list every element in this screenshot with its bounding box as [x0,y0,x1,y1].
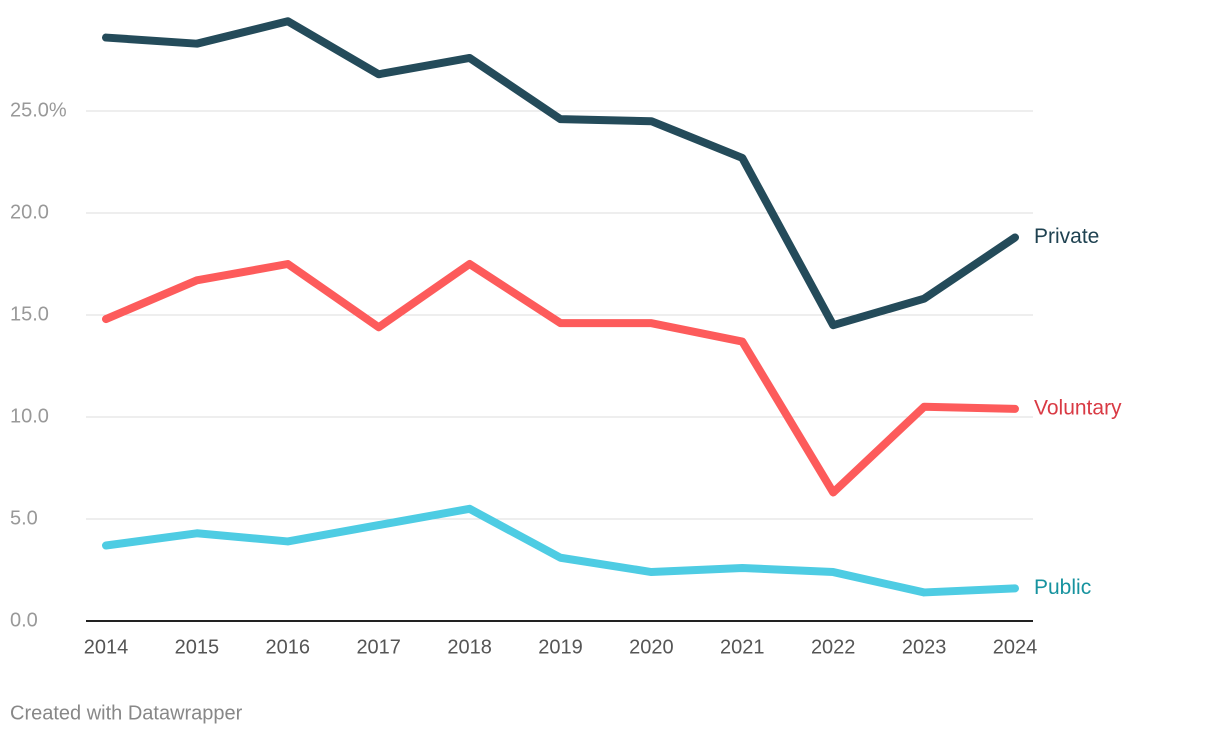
y-tick-label: 25.0% [10,99,67,121]
x-tick-label: 2017 [356,636,401,658]
line [102,17,1019,330]
y-tick-label: 0.0 [10,609,38,631]
y-tick-label: 15.0 [10,303,49,325]
line [102,260,1019,497]
line [102,504,1019,597]
x-tick-label: 2023 [902,636,947,658]
series-label: Public [1034,576,1091,599]
x-tick-label: 2021 [720,636,765,658]
series-label: Voluntary [1034,396,1122,419]
x-tick-label: 2014 [84,636,129,658]
x-tick-label: 2016 [266,636,311,658]
credit: Created with Datawrapper [10,702,243,724]
x-tick-label: 2024 [993,636,1038,658]
series-label: Private [1034,225,1099,248]
x-tick-label: 2020 [629,636,674,658]
x-tick-label: 2022 [811,636,856,658]
y-tick-label: 20.0 [10,201,49,223]
y-tick-label: 5.0 [10,507,38,529]
x-tick-label: 2018 [447,636,492,658]
x-tick-label: 2019 [538,636,583,658]
x-tick-label: 2015 [175,636,220,658]
y-tick-label: 10.0 [10,405,49,427]
